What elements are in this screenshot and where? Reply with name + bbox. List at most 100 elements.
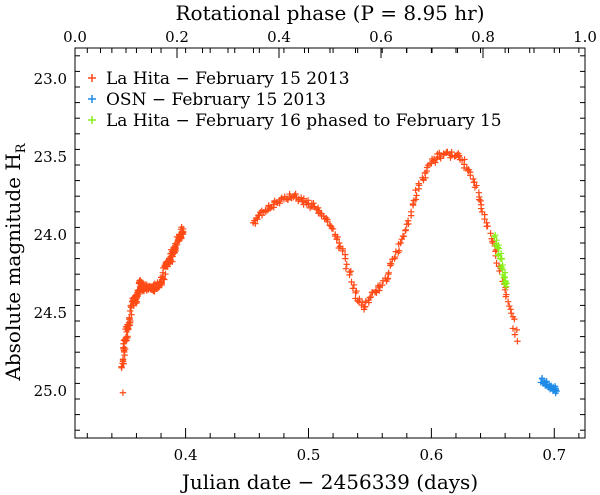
legend-label: La Hita − February 16 phased to February… [106, 111, 502, 131]
data-point [367, 293, 375, 301]
phase-tick-label: 0.4 [267, 28, 291, 46]
data-point [387, 260, 395, 268]
data-point [504, 298, 512, 305]
data-point [395, 247, 403, 254]
y-tick-label: 23.0 [34, 70, 67, 88]
data-point [553, 388, 560, 395]
data-points [118, 148, 560, 397]
data-point [349, 285, 357, 292]
x-tick-label: 0.7 [542, 446, 566, 464]
data-point [300, 195, 308, 202]
data-point [412, 186, 419, 194]
data-point [173, 241, 181, 249]
x-tick-label: 0.4 [174, 446, 198, 464]
data-point [391, 253, 399, 261]
data-point-outlier [119, 389, 127, 396]
legend-marker [88, 74, 96, 82]
data-point [506, 302, 513, 310]
data-point [493, 259, 500, 267]
data-point [470, 175, 477, 183]
data-point [365, 299, 373, 306]
data-point [484, 222, 491, 230]
data-point [437, 155, 444, 162]
data-point [276, 200, 283, 207]
data-point [447, 154, 454, 161]
data-point [477, 205, 485, 212]
data-point [509, 325, 517, 332]
legend-label: La Hita − February 15 2013 [106, 69, 350, 89]
data-point [487, 230, 494, 237]
data-point [432, 159, 439, 166]
y-tick-label: 23.5 [34, 148, 67, 166]
data-point [494, 244, 501, 251]
data-point [252, 220, 259, 227]
data-point [412, 196, 420, 203]
phase-tick-label: 1.0 [573, 28, 597, 46]
data-point [409, 200, 417, 208]
data-point [404, 217, 412, 224]
data-point [415, 180, 422, 187]
data-point [503, 283, 510, 290]
x-tick-label: 0.6 [419, 446, 443, 464]
data-point [448, 148, 455, 156]
data-point [128, 311, 135, 318]
data-point [497, 250, 505, 257]
data-point [491, 233, 498, 241]
data-point [376, 287, 383, 294]
x-tick-label: 0.5 [297, 446, 321, 464]
data-point [162, 270, 169, 278]
phase-tick-label: 0.2 [165, 28, 189, 46]
data-point [407, 208, 415, 215]
data-point-outlier [147, 286, 155, 293]
data-point [160, 275, 167, 283]
y-tick-label: 25.0 [34, 382, 67, 400]
y-axis-title: Absolute magnitude HR [1, 142, 29, 381]
data-point [402, 227, 409, 234]
data-point [179, 225, 187, 233]
data-point [495, 245, 503, 252]
data-point [471, 184, 479, 191]
data-point [467, 172, 474, 179]
data-point [455, 152, 463, 159]
data-point [514, 338, 521, 345]
legend-marker [88, 116, 96, 124]
phase-tick-label: 0.8 [471, 28, 495, 46]
data-point [501, 286, 509, 293]
data-point [366, 294, 374, 301]
data-point [353, 287, 360, 295]
phase-tick-label: 0.0 [63, 28, 87, 46]
data-point [443, 149, 450, 156]
data-point [119, 356, 127, 363]
data-point [342, 255, 349, 262]
data-point [476, 196, 483, 203]
data-point [333, 235, 341, 243]
data-point [266, 205, 274, 212]
data-point [502, 279, 509, 286]
top-axis-title: Rotational phase (P = 8.95 hr) [175, 1, 484, 25]
data-point [157, 279, 165, 286]
data-point [511, 331, 519, 338]
data-point [552, 387, 560, 394]
x-axis-title: Julian date − 2456339 (days) [180, 470, 478, 494]
data-point [385, 269, 392, 277]
data-point [343, 261, 350, 268]
data-point [400, 233, 408, 240]
data-point [481, 215, 488, 223]
data-point [339, 247, 346, 255]
data-point [477, 197, 484, 205]
data-point [397, 239, 404, 247]
data-point [124, 333, 131, 340]
data-point [413, 192, 420, 199]
data-point [391, 255, 398, 262]
axis-ticks: 0.4 0.5 0.6 0.7 0.0 0.2 0.4 0.6 0.8 1.0 23.0 23.5 24… [34, 28, 597, 464]
y-axis-title-subscript: R [14, 142, 29, 153]
y-tick-label: 24.0 [34, 226, 67, 244]
data-point [158, 280, 165, 287]
data-point [324, 218, 331, 226]
data-point [161, 276, 168, 283]
data-point [502, 293, 510, 300]
data-point [328, 225, 336, 232]
data-point [508, 310, 515, 317]
data-point [346, 271, 353, 279]
